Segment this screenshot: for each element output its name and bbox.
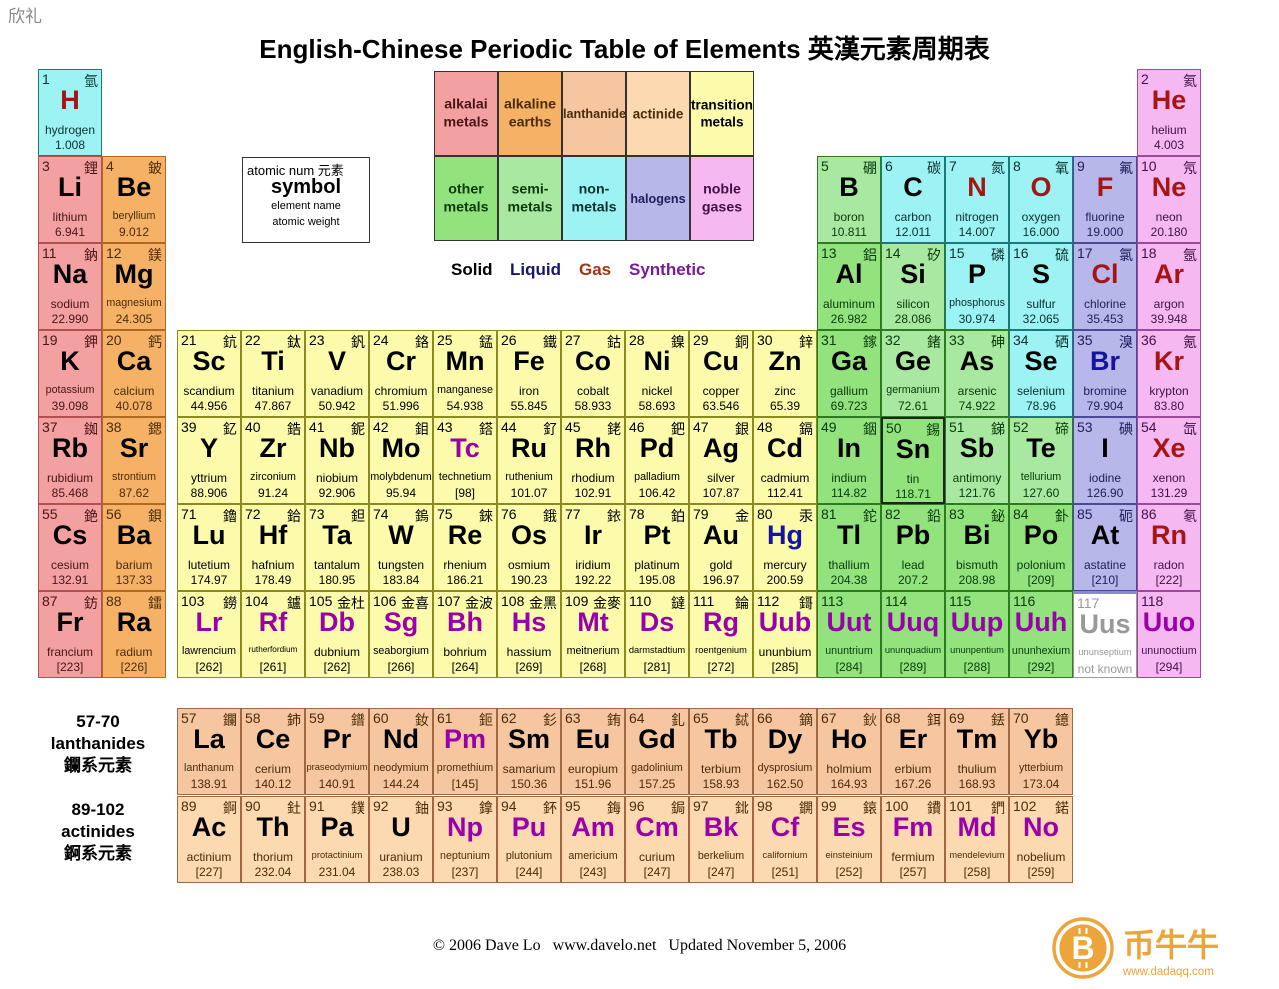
svg-text:www.dadaqq.com: www.dadaqq.com: [1122, 966, 1214, 978]
svg-text:B: B: [1071, 930, 1094, 966]
svg-text:币牛牛: 币牛牛: [1123, 927, 1219, 963]
